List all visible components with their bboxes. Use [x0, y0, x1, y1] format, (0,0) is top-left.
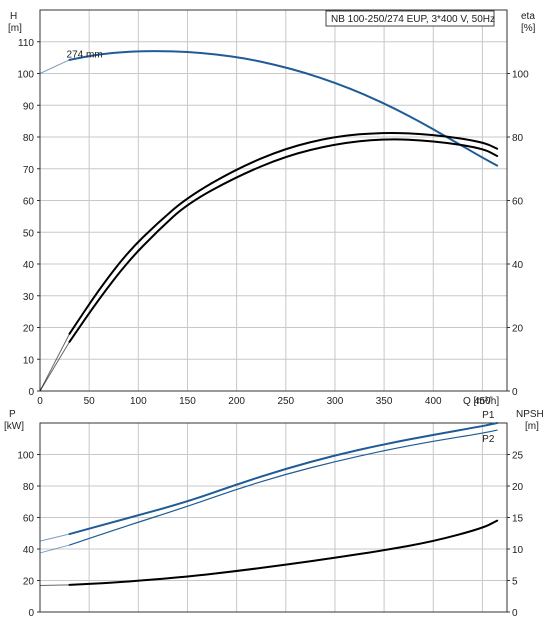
power-axis-label: P — [9, 409, 16, 420]
series-label-P1: P1 — [482, 410, 495, 421]
x-tick-label: 50 — [84, 396, 96, 407]
head-efficiency-chart: 0 10 20 30 40 50 60 70 80 90 100 110 0 20 40 60 80 100 0 50… — [8, 9, 536, 407]
series-extrapolated-segment — [39, 533, 70, 542]
y-left-tick-label: 40 — [23, 260, 35, 271]
series-line-NPSH — [68, 519, 499, 586]
y-right-tick-label: 0 — [512, 608, 518, 619]
x-tick-label: 350 — [376, 396, 393, 407]
flow-axis-label: Q [m³/h] — [463, 396, 499, 407]
eta-axis-unit: [%] — [521, 23, 536, 34]
x-tick-label: 100 — [130, 396, 147, 407]
impeller-diameter-label: 274 mm — [67, 50, 103, 61]
x-tick-label: 450 — [474, 396, 491, 407]
y-right-tick-label: 20 — [512, 482, 524, 493]
series-line-curve-2 — [68, 138, 499, 343]
y-right-tick-label: 15 — [512, 514, 524, 525]
lower-grid — [40, 423, 507, 612]
x-tick-label: 250 — [277, 396, 294, 407]
y-left-tick-label: 100 — [17, 451, 34, 462]
y-left-tick-label: 50 — [23, 228, 35, 239]
y-left-tick-label: 20 — [23, 577, 35, 588]
lower-tick-labels: 0 20 40 60 80 100 0 5 10 15 20 25 — [17, 451, 523, 620]
y-right-tick-label: 60 — [512, 197, 524, 208]
y-right-tick-label: 40 — [512, 260, 524, 271]
y-left-tick-label: 100 — [17, 70, 34, 81]
series-line-P2 — [68, 429, 498, 546]
x-tick-label: 150 — [179, 396, 196, 407]
y-left-tick-label: 80 — [23, 482, 35, 493]
series-extrapolated-segment — [39, 333, 70, 392]
y-left-tick-label: 110 — [18, 38, 34, 49]
series-extrapolated-segment — [39, 544, 70, 554]
series-line-curve-1 — [68, 131, 499, 335]
y-right-tick-label: 25 — [512, 451, 524, 462]
eta-axis-label: eta — [521, 11, 535, 22]
series-line-274-mm — [68, 50, 499, 167]
series-extrapolated-segment — [39, 584, 70, 587]
x-tick-label: 0 — [37, 396, 43, 407]
y-left-tick-label: 40 — [23, 545, 35, 556]
upper-tick-labels: 0 10 20 30 40 50 60 70 80 90 100 110 0 20 40 60 80 100 0 50… — [17, 38, 529, 407]
y-left-tick-label: 0 — [28, 608, 34, 619]
y-left-tick-label: 70 — [23, 165, 35, 176]
upper-grid — [40, 10, 507, 391]
y-left-tick-label: 60 — [23, 197, 35, 208]
series-line-P1 — [68, 422, 499, 536]
npsh-axis-label: NPSH — [516, 409, 544, 420]
y-right-tick-label: 10 — [512, 545, 524, 556]
y-left-tick-label: 0 — [28, 387, 34, 398]
lower-series: P1 P2 — [39, 410, 499, 587]
head-axis-label: H — [10, 11, 17, 22]
chart-title-box — [325, 10, 495, 27]
x-tick-label: 400 — [425, 396, 442, 407]
x-tick-label: 200 — [228, 396, 245, 407]
series-extrapolated-segment — [39, 341, 70, 392]
head-axis-unit: [m] — [8, 23, 22, 34]
y-right-tick-label: 20 — [512, 324, 524, 335]
y-right-tick-label: 100 — [512, 70, 529, 81]
y-left-tick-label: 60 — [23, 514, 35, 525]
chart-title: NB 100-250/274 EUP, 3*400 V, 50Hz — [331, 14, 495, 25]
x-tick-label: 300 — [327, 396, 344, 407]
y-left-tick-label: 10 — [23, 355, 35, 366]
npsh-axis-unit: [m] — [525, 421, 539, 432]
y-left-tick-label: 30 — [23, 292, 35, 303]
series-label-P2: P2 — [482, 434, 495, 445]
y-left-tick-label: 80 — [23, 133, 35, 144]
y-right-tick-label: 80 — [512, 133, 524, 144]
y-left-tick-label: 90 — [23, 101, 35, 112]
power-axis-unit: [kW] — [4, 421, 24, 432]
upper-series: 274 mm — [39, 50, 499, 392]
series-extrapolated-segment — [39, 59, 70, 74]
y-right-tick-label: 0 — [512, 387, 518, 398]
y-right-tick-label: 5 — [512, 577, 518, 588]
y-left-tick-label: 20 — [23, 324, 35, 335]
